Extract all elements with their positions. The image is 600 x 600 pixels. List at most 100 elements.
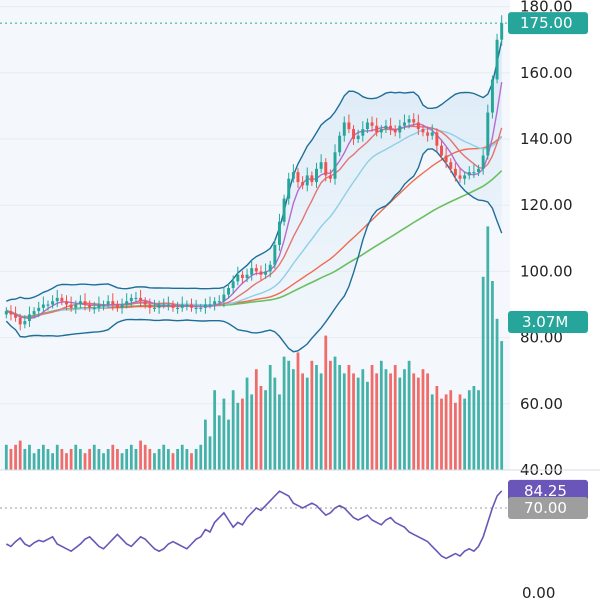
volume-bar xyxy=(305,377,309,470)
volume-bar xyxy=(375,373,379,470)
volume-bar xyxy=(65,453,68,470)
candle-body xyxy=(152,307,156,310)
volume-bar xyxy=(458,394,462,470)
candle-body xyxy=(115,304,119,308)
candle-body xyxy=(379,129,383,133)
candle-body xyxy=(370,122,374,126)
volume-bar xyxy=(291,369,295,470)
candle-body xyxy=(291,172,295,179)
candle-body xyxy=(74,304,78,308)
rsi-level-badge: 70.00 xyxy=(508,497,588,519)
candle-body xyxy=(180,304,184,308)
candle-body xyxy=(208,304,212,306)
candle-body xyxy=(500,23,504,40)
volume-bar xyxy=(384,369,388,470)
volume-bar xyxy=(176,449,179,470)
candle-body xyxy=(416,122,420,130)
price-tick-label: 160.00 xyxy=(520,64,573,82)
volume-bar xyxy=(500,341,504,470)
candle-body xyxy=(412,119,416,123)
volume-bar xyxy=(250,394,254,470)
candle-body xyxy=(23,321,27,325)
candle-body xyxy=(32,311,36,315)
candle-body xyxy=(55,297,59,302)
volume-bar xyxy=(88,449,92,470)
candle-body xyxy=(481,155,485,169)
candle-body xyxy=(426,132,430,136)
volume-bars xyxy=(4,226,504,470)
candle-body xyxy=(389,125,393,130)
candle-body xyxy=(287,178,291,199)
price-tick-label: 180.00 xyxy=(520,0,573,16)
volume-bar xyxy=(166,449,170,470)
candle-body xyxy=(148,304,152,308)
volume-bar xyxy=(486,226,490,470)
volume-bar xyxy=(435,386,439,470)
candle-body xyxy=(356,135,360,140)
price-tick-label: 80.00 xyxy=(520,329,563,347)
volume-bar xyxy=(426,373,429,470)
candle-body xyxy=(240,274,244,279)
ma-cyan-line xyxy=(6,127,503,319)
volume-bar xyxy=(111,444,115,470)
candle-body xyxy=(296,172,300,183)
candle-body xyxy=(102,304,106,306)
volume-bar xyxy=(491,281,494,470)
price-tick-label: 100.00 xyxy=(520,262,573,280)
candle-body xyxy=(231,281,235,288)
volume-bar xyxy=(361,369,365,470)
volume-bar xyxy=(241,398,244,470)
volume-bar xyxy=(217,415,221,470)
volume-bar xyxy=(55,444,59,470)
candle-body xyxy=(60,297,64,302)
candle-body xyxy=(65,301,68,305)
candle-body xyxy=(254,268,258,272)
volume-bar xyxy=(143,444,147,470)
volume-bar xyxy=(102,453,105,470)
last-price-badge: 175.00 xyxy=(508,12,588,35)
volume-bar xyxy=(342,373,346,470)
volume-bar xyxy=(236,402,240,470)
candle-body xyxy=(315,168,318,183)
volume-bar xyxy=(467,390,471,470)
bollinger-band-lines xyxy=(5,40,503,353)
candle-body xyxy=(97,304,101,308)
volume-bar xyxy=(398,377,402,470)
volume-bar xyxy=(83,453,87,470)
candle-body xyxy=(37,307,41,312)
volume-value: 3.07M xyxy=(522,313,568,331)
candle-body xyxy=(69,304,73,308)
candle-body xyxy=(194,307,198,310)
candle-body xyxy=(273,244,277,265)
candle-body xyxy=(4,311,8,315)
candle-body xyxy=(361,129,365,136)
volume-bar xyxy=(315,365,318,470)
candle-body xyxy=(393,129,397,133)
volume-bar xyxy=(148,449,152,470)
volume-bar xyxy=(449,390,453,470)
volume-bar xyxy=(51,453,54,470)
candle-body xyxy=(319,162,323,169)
rsi-tick-label: 0.00 xyxy=(522,584,555,600)
candle-body xyxy=(384,125,388,130)
rsi-value-badge: 84.25 xyxy=(508,479,588,502)
candle-body xyxy=(486,112,490,156)
volume-bar xyxy=(194,449,198,470)
volume-bar xyxy=(393,365,397,470)
candlesticks xyxy=(4,15,504,331)
volume-bar xyxy=(324,335,328,470)
volume-bar xyxy=(92,444,96,470)
candle-body xyxy=(495,39,499,80)
candle-body xyxy=(27,314,31,322)
candle-body xyxy=(490,79,494,113)
volume-bar xyxy=(116,449,119,470)
volume-bar xyxy=(366,381,369,470)
volume-bar xyxy=(199,444,203,470)
candle-body xyxy=(227,287,231,295)
candle-body xyxy=(472,172,476,174)
volume-bar xyxy=(180,444,184,470)
volume-bar xyxy=(472,386,476,470)
volume-bar xyxy=(440,398,443,470)
volume-bar xyxy=(18,440,22,470)
